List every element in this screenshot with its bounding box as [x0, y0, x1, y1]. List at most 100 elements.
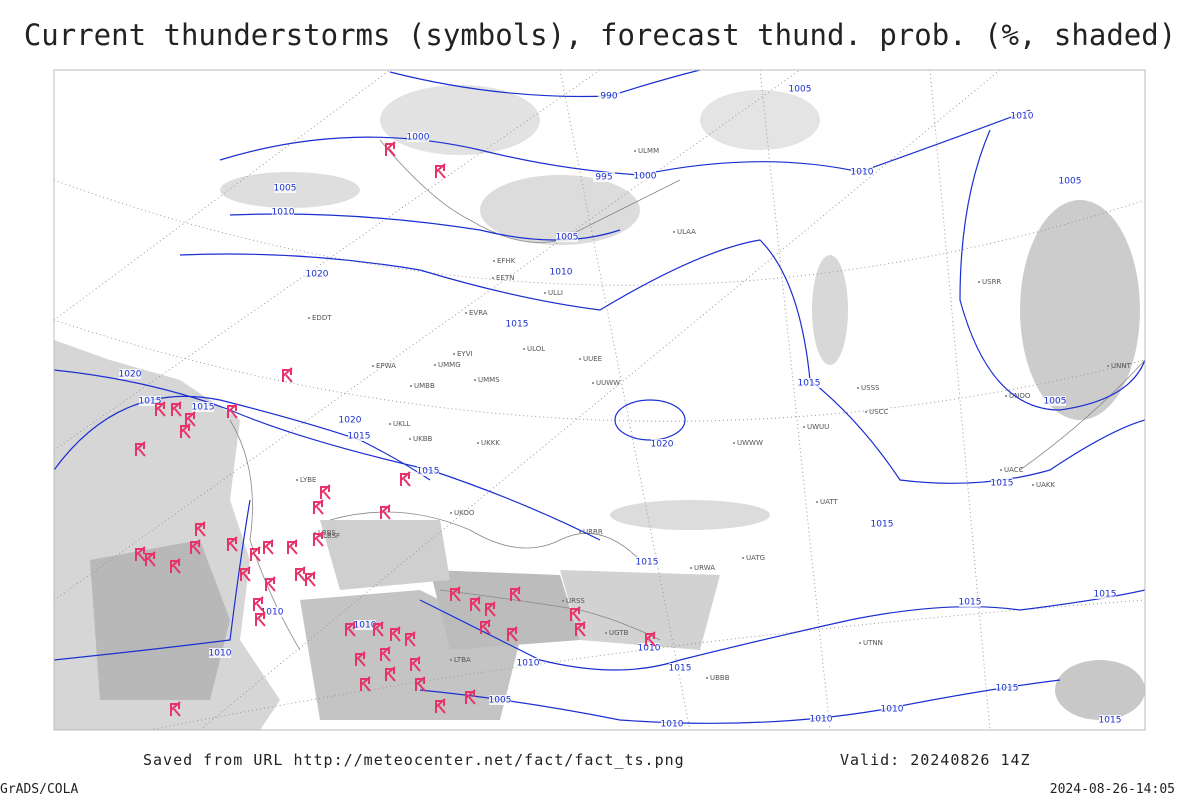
storm-symbol: [645, 631, 656, 647]
isobar-label: 1015: [139, 397, 162, 407]
isobar-label-bg: [489, 695, 511, 705]
station-code: EFHK: [497, 257, 516, 265]
station-dot: [1000, 469, 1002, 471]
map-frame: [53, 69, 1146, 731]
station-dot: [634, 150, 636, 152]
storm-symbol: [480, 619, 491, 635]
isobar-label-bg: [669, 663, 691, 673]
storm-symbol: [135, 546, 146, 562]
station-code: EETN: [496, 274, 514, 282]
isobar-label: 1015: [871, 520, 894, 530]
storm-symbol: [170, 558, 181, 574]
station-code: URWA: [694, 564, 715, 572]
storm-symbol: [390, 626, 401, 642]
station-dot: [409, 438, 411, 440]
isobar-label: 1010: [209, 649, 232, 659]
isobar-label-bg: [209, 648, 231, 658]
isobar-label: 1015: [991, 479, 1014, 489]
storm-symbol: [265, 576, 276, 592]
isobar-label-bg: [959, 597, 981, 607]
station-code: UAKK: [1036, 481, 1056, 489]
storm-symbol: [320, 484, 331, 500]
storm-symbol: [282, 367, 293, 383]
station-code: EYVI: [457, 350, 473, 358]
station-code: LYBE: [300, 476, 316, 484]
station-code: UATG: [746, 554, 765, 562]
storm-symbol: [190, 539, 201, 555]
storm-symbol: [380, 646, 391, 662]
isobar-label: 1000: [407, 133, 430, 143]
isobar-label-bg: [354, 620, 376, 630]
station-dot: [1107, 365, 1109, 367]
storm-symbol: [305, 571, 316, 587]
station-code: UMMG: [438, 361, 461, 369]
station-code: USSS: [861, 384, 880, 392]
storm-symbol: [450, 586, 461, 602]
source-url: Saved from URL http://meteocenter.net/fa…: [143, 751, 685, 769]
isobar-label-bg: [1044, 396, 1066, 406]
credit: GrADS/COLA: [0, 782, 78, 797]
isobar-label-bg: [261, 607, 283, 617]
isobar-label-bg: [991, 478, 1013, 488]
storm-symbol: [400, 471, 411, 487]
storm-symbol: [507, 626, 518, 642]
isobar-label: 1015: [417, 467, 440, 477]
station-dot: [308, 317, 310, 319]
station-code: UMBB: [414, 382, 435, 390]
storm-symbol: [360, 676, 371, 692]
station-dot: [410, 385, 412, 387]
storm-symbol: [405, 631, 416, 647]
station-dot: [493, 260, 495, 262]
station-code: LRBS: [318, 529, 336, 537]
station-dot: [296, 479, 298, 481]
isobar-label-bg: [407, 132, 429, 142]
isobar-label: 1020: [339, 416, 362, 426]
station-dot: [474, 379, 476, 381]
isobar-label: 1010: [517, 659, 540, 669]
isobar-label-bg: [348, 431, 370, 441]
isobar-label: 1015: [1094, 590, 1117, 600]
storm-symbol: [171, 401, 182, 417]
isobar-label: 1010: [810, 715, 833, 725]
station-dot: [1032, 484, 1034, 486]
isobar-label-bg: [651, 439, 673, 449]
isobar-label: 1010: [261, 608, 284, 618]
station-dot: [579, 531, 581, 533]
isobar-label: 1015: [636, 558, 659, 568]
station-dot: [605, 632, 607, 634]
isobar-label: 1015: [996, 684, 1019, 694]
isobar-label-bg: [339, 415, 361, 425]
station-dot: [372, 365, 374, 367]
isobar-label-bg: [810, 714, 832, 724]
station-dot: [742, 557, 744, 559]
station-code: EVRA: [469, 309, 488, 317]
isobar-label: 1010: [550, 268, 573, 278]
storm-symbol: [295, 566, 306, 582]
isobar-label-bg: [1059, 176, 1081, 186]
station-code: UACC: [1004, 466, 1024, 474]
storm-symbol: [385, 141, 396, 157]
isobar-label-bg: [272, 207, 294, 217]
storm-symbol: [465, 689, 476, 705]
isobar-label: 1005: [789, 85, 812, 95]
isobar-label-bg: [661, 719, 683, 729]
title: Current thunderstorms (symbols), forecas…: [24, 18, 1176, 52]
station-dot: [673, 231, 675, 233]
storm-symbol: [227, 403, 238, 419]
isobar-label: 1005: [556, 233, 579, 243]
station-code: UGTB: [609, 629, 629, 637]
isobar-label: 1000: [634, 172, 657, 182]
isobar-label: 1005: [489, 696, 512, 706]
station-code: UKOO: [454, 509, 475, 517]
station-code: UWUU: [807, 423, 829, 431]
storm-symbol: [345, 621, 356, 637]
station-code: LBSF: [323, 532, 340, 540]
station-code: UBBB: [710, 674, 730, 682]
storm-symbol: [570, 606, 581, 622]
storm-symbol: [575, 621, 586, 637]
isobar-label: 1005: [274, 184, 297, 194]
storm-symbol: [435, 698, 446, 714]
storm-symbol: [255, 611, 266, 627]
isobar-label: 990: [600, 92, 617, 102]
storm-symbol: [227, 536, 238, 552]
